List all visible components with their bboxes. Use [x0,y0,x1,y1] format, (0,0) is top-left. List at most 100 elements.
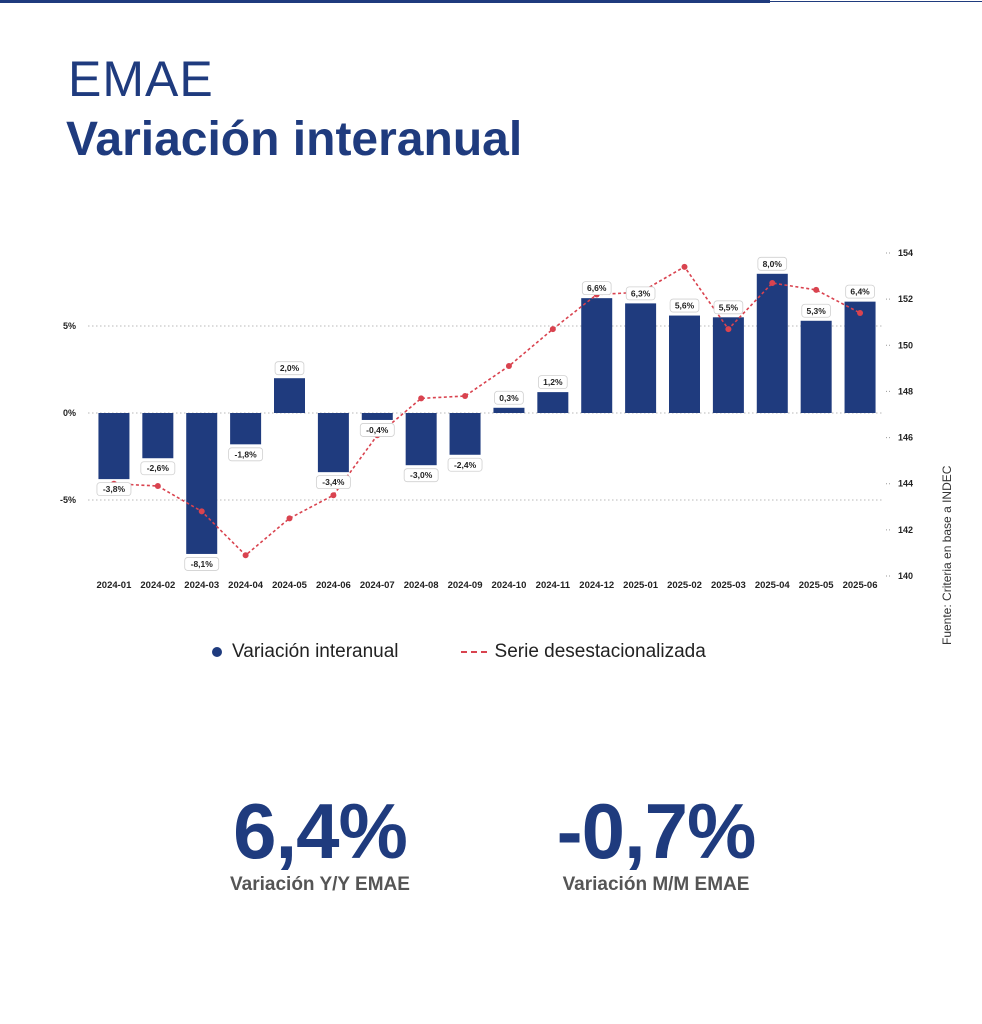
x-tick-label: 2024-11 [536,580,571,591]
data-label-box [625,286,656,301]
x-tick-label: 2024-08 [404,580,439,591]
data-label: 5,3% [806,306,826,316]
bar [361,413,393,420]
x-tick-label: 2025-03 [711,580,746,591]
data-label-box [315,475,351,490]
data-label: 8,0% [763,259,783,269]
x-tick-label: 2024-06 [316,580,351,591]
bar [669,315,700,413]
x-tick-label: 2024-05 [272,580,308,591]
y-right-tick-label: 152 [898,294,913,304]
legend-item-line: Serie desestacionalizada [460,641,706,663]
bar [625,303,657,413]
line-point [198,508,205,515]
chart-legend: Variación interanual Serie desestacional… [212,638,768,666]
x-tick-label: 2025-04 [755,580,791,591]
y-left-tick-label: -5% [60,495,76,505]
data-label: 0,3% [499,393,519,403]
x-tick-label: 2025-01 [623,580,659,591]
source-note: Fuente: Criteria en base a INDEC [940,465,954,645]
x-tick-label: 2024-01 [97,580,133,591]
kpi-yoy-label: Variación Y/Y EMAE [230,874,410,895]
bar [142,413,174,459]
data-label-box [757,256,788,271]
line-point [505,363,512,370]
x-tick-label: 2025-05 [799,580,835,591]
data-label-box [274,361,305,376]
bar [756,273,788,413]
data-label: 6,6% [587,283,607,293]
data-label: 6,4% [850,287,870,297]
kpi-yoy-value: 6,4% [233,787,408,875]
kpi-mom-value: -0,7% [556,787,757,875]
data-label-box [359,423,395,437]
data-label-box [845,284,875,299]
x-tick-label: 2024-04 [228,580,264,591]
data-label-box [494,390,524,405]
kpi-yoy: 6,4% Variación Y/Y EMAE [190,792,450,896]
bar [317,413,349,473]
x-tick-label: 2024-02 [140,580,175,591]
y-right-tick-label: 142 [898,525,913,535]
data-label-box [713,300,744,315]
data-label: -2,6% [147,463,170,473]
bar [274,378,305,413]
bar [449,413,481,455]
bar [186,413,218,554]
data-label-box [228,447,264,462]
bar [712,317,744,413]
bar [581,298,613,413]
x-tick-label: 2024-07 [360,580,395,591]
line-point [769,279,776,286]
top-accent-line [770,1,982,2]
y-right-tick-label: 144 [898,479,913,489]
line-point [813,286,820,293]
kpi-mom-label: Variación M/M EMAE [562,874,750,895]
data-label-box [801,303,831,318]
bar [800,320,832,413]
y-right-tick-label: 150 [898,340,913,350]
data-label: -2,4% [454,460,477,470]
data-label: 1,2% [543,377,563,387]
data-label: 6,3% [631,288,651,298]
x-tick-label: 2024-12 [579,580,614,591]
legend-bars-label: Variación interanual [232,641,399,662]
top-accent-bar [0,0,770,3]
data-label-box [669,298,700,313]
data-label-box [538,375,568,390]
data-label-box [403,468,439,483]
bar [537,392,569,413]
line-point [681,263,688,270]
bar [230,413,262,445]
data-label-box [184,557,220,571]
data-label-box [447,457,483,472]
y-right-tick-label: 154 [898,248,913,258]
page-title: EMAE [68,51,214,107]
legend-line-label: Serie desestacionalizada [494,641,706,662]
line-point [462,393,469,400]
line-point [154,483,161,490]
line-point [725,326,732,333]
x-tick-label: 2025-06 [843,580,878,591]
data-label: -8,1% [191,559,214,569]
page-subtitle: Variación interanual [66,113,523,166]
data-label-box [581,281,612,296]
data-label: 5,6% [675,301,695,311]
legend-line-marker [460,651,487,653]
data-label: -0,4% [366,425,389,435]
data-label: -1,8% [235,449,258,459]
x-tick-label: 2025-02 [667,580,702,591]
x-tick-label: 2024-03 [184,580,219,591]
data-label-box [96,482,132,497]
data-label: -3,8% [103,484,126,494]
bar [98,413,130,480]
x-tick-label: 2024-09 [448,580,483,591]
line-point [549,326,556,333]
bar [844,301,876,413]
kpi-mom: -0,7% Variación M/M EMAE [526,792,786,896]
legend-item-bars: Variación interanual [212,641,399,663]
data-label-box [140,461,176,476]
line-point [857,309,864,316]
y-left-tick-label: 5% [63,321,76,331]
line-point [242,552,249,559]
